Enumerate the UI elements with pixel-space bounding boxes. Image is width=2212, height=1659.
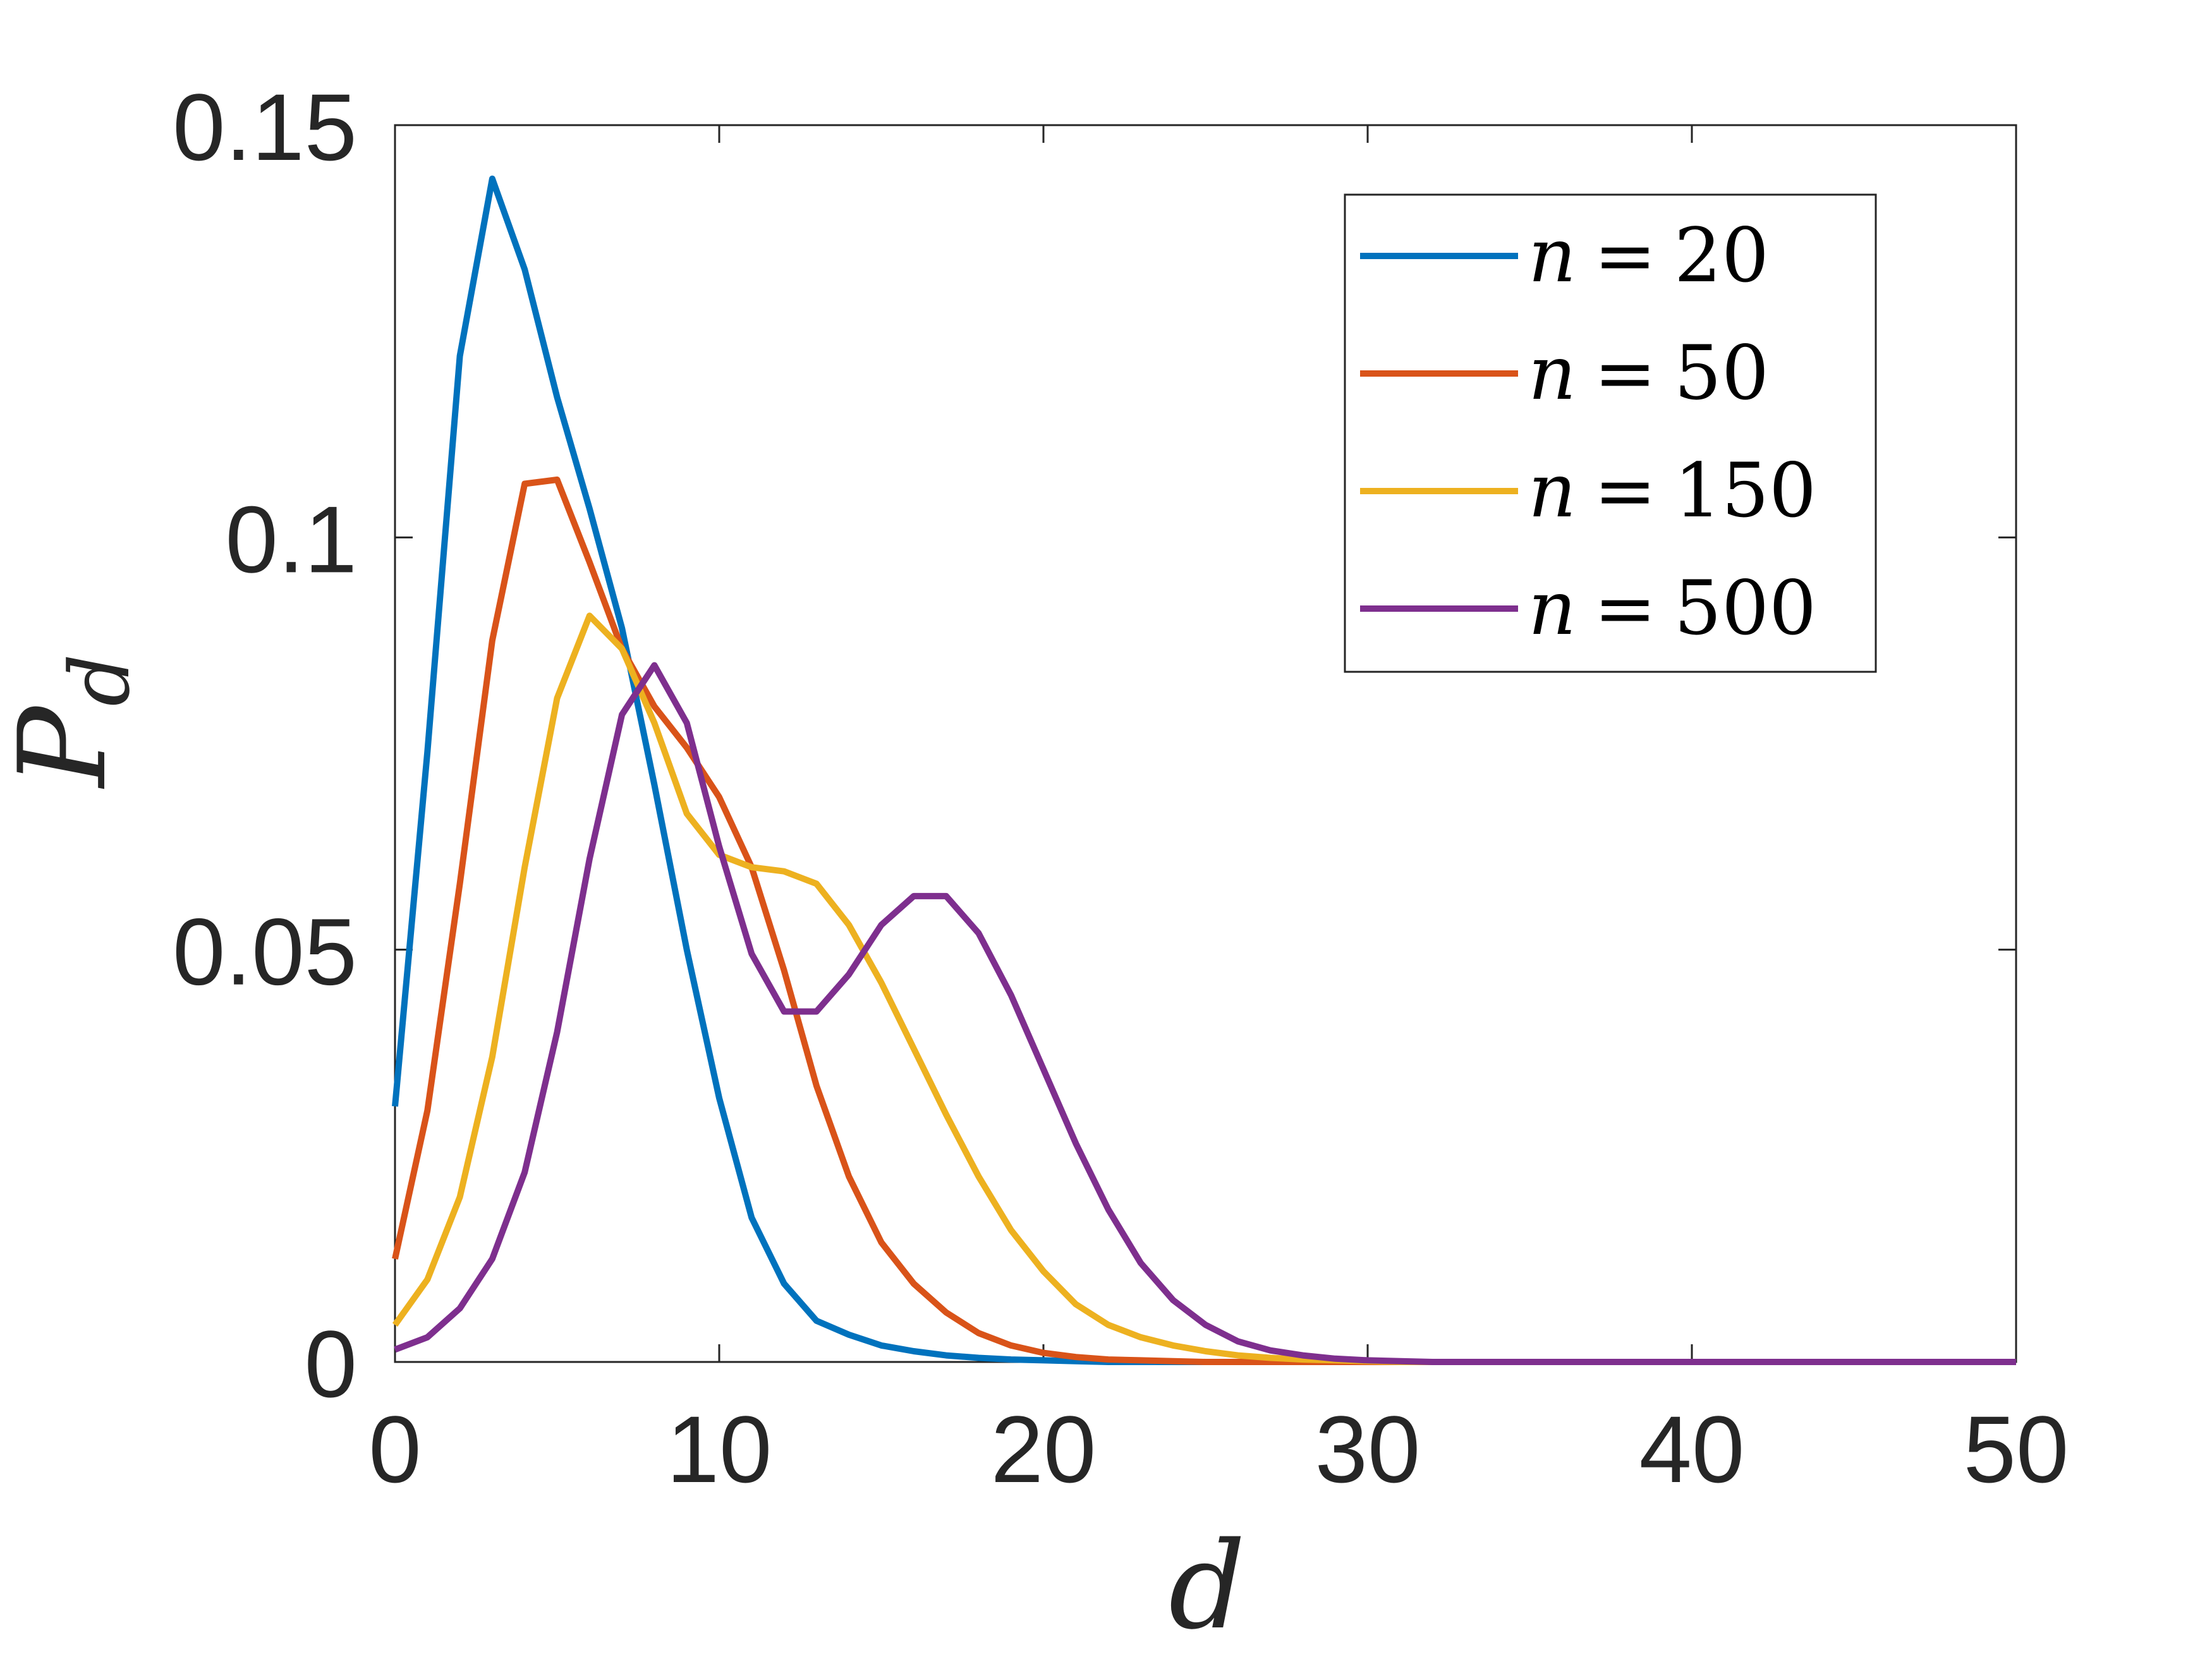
x-tick-label: 20 (991, 1396, 1097, 1502)
legend-label-variable: n (1528, 329, 1576, 416)
legend-label-equals: = (1594, 329, 1656, 416)
x-tick-label: 0 (368, 1396, 421, 1502)
y-tick-label: 0.1 (225, 486, 357, 592)
y-tick-label: 0.05 (173, 899, 357, 1005)
legend-entry-50: n = 50 (1360, 329, 1769, 416)
x-tick-label: 10 (667, 1396, 772, 1502)
legend-label-variable: n (1528, 212, 1576, 299)
svg-text:Pd: Pd (0, 653, 148, 789)
legend-label: n = 50 (1528, 329, 1769, 416)
legend-label-equals: = (1594, 212, 1656, 299)
legend-label: n = 150 (1528, 447, 1816, 534)
legend-label-number: 150 (1674, 447, 1816, 534)
legend-box (1344, 193, 1877, 673)
legend-entry-500: n = 500 (1360, 564, 1816, 652)
legend-label-equals: = (1594, 447, 1656, 534)
legend-label-number: 50 (1674, 329, 1769, 416)
legend-label-equals: = (1594, 564, 1656, 652)
x-tick-label: 30 (1315, 1396, 1421, 1502)
x-tick-label: 40 (1639, 1396, 1745, 1502)
legend-entry-20: n = 20 (1360, 212, 1769, 299)
legend-label: n = 20 (1528, 212, 1769, 299)
legend-label-number: 20 (1674, 212, 1769, 299)
legend-label-variable: n (1528, 447, 1576, 534)
legend-label: n = 500 (1528, 564, 1816, 652)
series-line-500 (394, 662, 2016, 1365)
legend-label-variable: n (1528, 564, 1576, 652)
y-axis-label: Pd (0, 653, 148, 789)
y-tick-label: 0.15 (173, 74, 357, 180)
legend-label-number: 500 (1674, 564, 1816, 652)
legend-entry-150: n = 150 (1360, 447, 1816, 534)
y-axis-label-subscript: d (52, 653, 148, 706)
series-lines (392, 175, 2016, 1365)
x-tick-label: 50 (1964, 1396, 2069, 1502)
y-axis-label-main: P (0, 705, 133, 789)
x-axis-label: d (1169, 1516, 1246, 1656)
y-tick-label: 0 (305, 1311, 357, 1417)
